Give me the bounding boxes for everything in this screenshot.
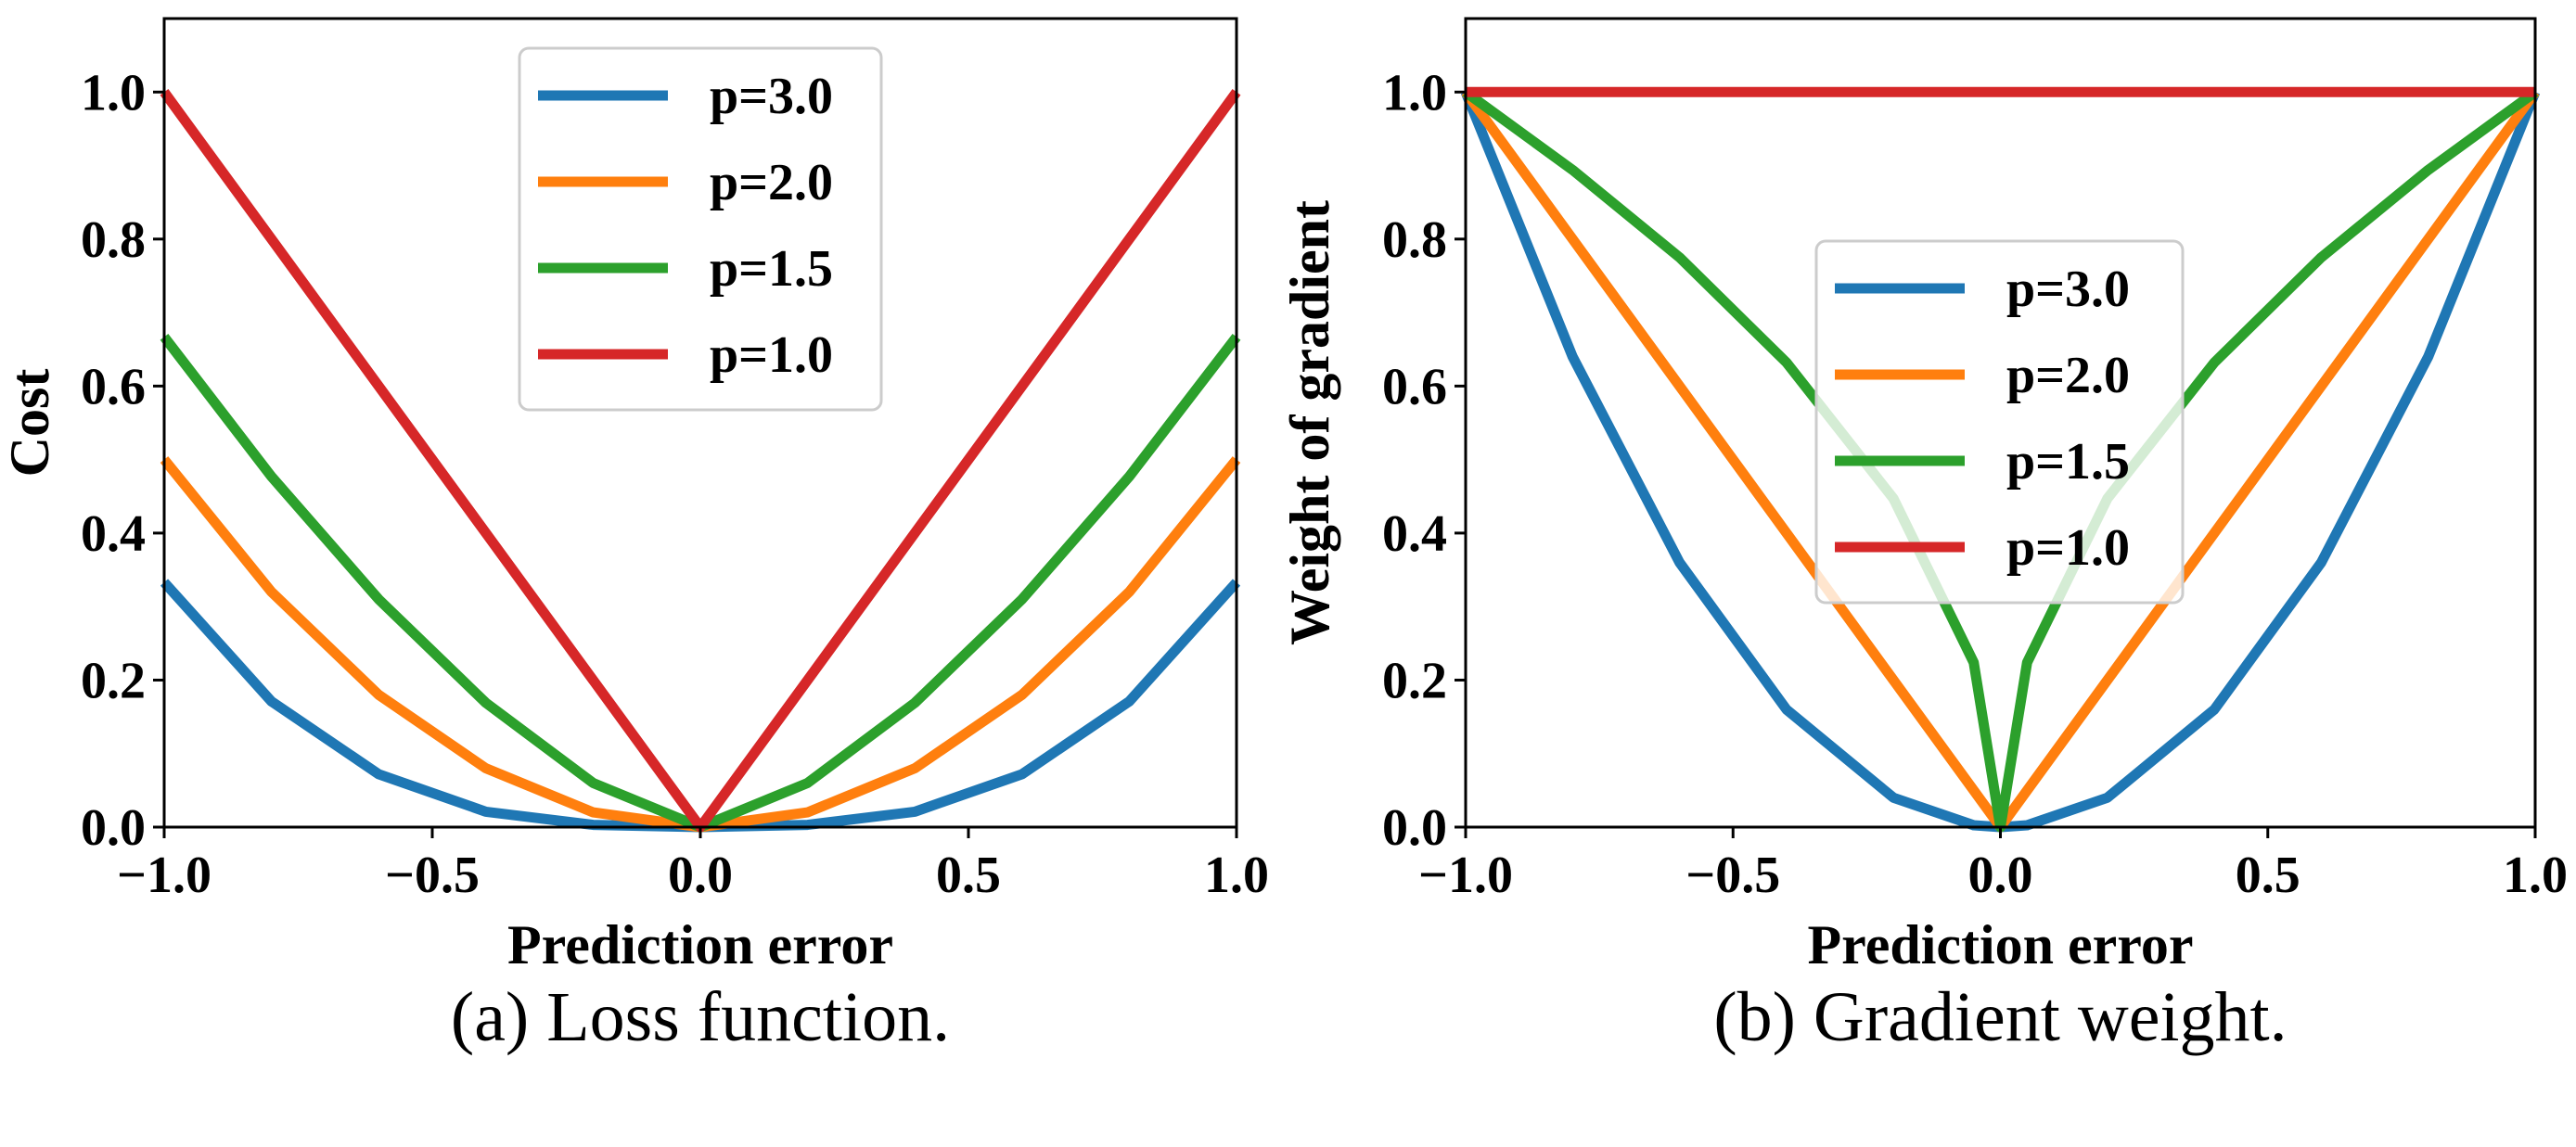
panel-loss-function: −1.0 −0.5 0.0 0.5 1.0 0.0 0.2 0.4 0.6 0.8 1.0 Pred…: [0, 17, 1269, 1056]
x-tick-label: 0.5: [2236, 847, 2300, 904]
legend-label-p1-5: p=1.5: [710, 240, 833, 298]
y-tick-label: 0.2: [81, 652, 146, 709]
legend-label-p3: p=3.0: [2006, 261, 2130, 318]
x-tick-label: 0.0: [668, 847, 733, 904]
caption: (b) Gradient weight.: [1713, 978, 2287, 1056]
axis-ticks-group: −1.0 −0.5 0.0 0.5 1.0 0.0 0.2 0.4 0.6 0.8 1.0: [81, 64, 1269, 904]
legend-label-p2: p=2.0: [2006, 347, 2130, 404]
legend-label-p2: p=2.0: [710, 154, 833, 211]
y-axis-label: Cost: [0, 369, 60, 478]
y-tick-label: 0.0: [81, 799, 146, 857]
legend: p=3.0 p=2.0 p=1.5 p=1.0: [518, 46, 883, 412]
x-tick-label: −1.0: [1418, 847, 1513, 904]
legend-label-p1: p=1.0: [2006, 519, 2130, 577]
x-tick-label: 0.5: [936, 847, 1001, 904]
legend-label-p1: p=1.0: [710, 326, 833, 384]
caption: (a) Loss function.: [451, 978, 950, 1056]
y-tick-label: 0.8: [1382, 211, 1447, 269]
y-tick-label: 0.6: [81, 358, 146, 415]
legend-box: [518, 46, 883, 412]
x-tick-label: −1.0: [117, 847, 211, 904]
y-tick-label: 0.0: [1382, 799, 1447, 857]
y-tick-label: 0.8: [81, 211, 146, 269]
legend: p=3.0 p=2.0 p=1.5 p=1.0: [1814, 239, 2185, 605]
x-tick-label: −0.5: [385, 847, 480, 904]
legend-box: [1814, 239, 2185, 605]
x-tick-label: −0.5: [1685, 847, 1780, 904]
y-tick-label: 1.0: [81, 64, 146, 121]
x-tick-label: 1.0: [2503, 847, 2568, 904]
axis-ticks-group: −1.0 −0.5 0.0 0.5 1.0 0.0 0.2 0.4 0.6 0.8 1.0: [1382, 64, 2568, 904]
panel-gradient-weight: −1.0 −0.5 0.0 0.5 1.0 0.0 0.2 0.4 0.6 0.8 1.0 Pred…: [1279, 17, 2568, 1056]
x-axis-label: Prediction error: [1808, 914, 2194, 975]
y-tick-label: 0.4: [81, 505, 146, 563]
legend-label-p3: p=3.0: [710, 68, 833, 125]
y-axis-label: Weight of gradient: [1279, 200, 1340, 645]
y-tick-label: 0.6: [1382, 358, 1447, 415]
y-tick-label: 0.2: [1382, 652, 1447, 709]
x-axis-label: Prediction error: [507, 914, 893, 975]
y-tick-label: 0.4: [1382, 505, 1447, 563]
x-tick-label: 0.0: [1968, 847, 2033, 904]
y-tick-label: 1.0: [1382, 64, 1447, 121]
legend-label-p1-5: p=1.5: [2006, 433, 2130, 491]
x-tick-label: 1.0: [1204, 847, 1269, 904]
